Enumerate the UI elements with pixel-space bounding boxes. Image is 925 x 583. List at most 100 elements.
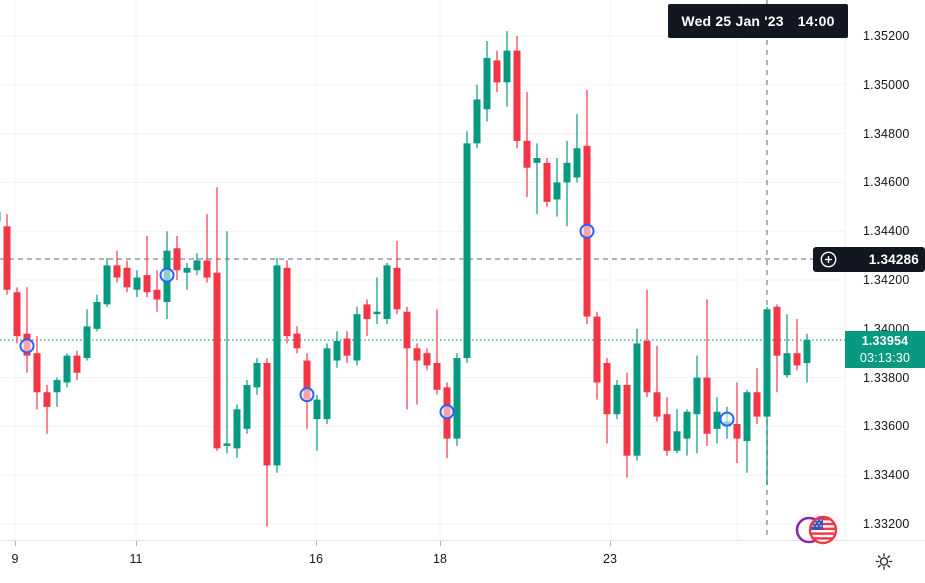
time-axis-label: 11 (129, 552, 143, 566)
candle (333, 331, 341, 368)
candle (413, 343, 421, 405)
candle (583, 89, 591, 324)
bar-countdown: 03:13:30 (859, 350, 911, 365)
candle (23, 287, 31, 373)
time-axis[interactable]: 9 11 16 18 23 (0, 540, 925, 583)
us-flag-icon (808, 515, 838, 545)
candle (663, 397, 671, 456)
candle (293, 326, 301, 354)
candle (503, 31, 511, 107)
price-axis-label: 1.34200 (863, 273, 910, 287)
candle (603, 358, 611, 444)
candle (123, 260, 131, 293)
candle (103, 258, 111, 307)
candle (773, 304, 781, 393)
current-price-badge: 1.33954 03:13:30 (845, 331, 925, 369)
candle (3, 214, 11, 295)
candle (313, 394, 321, 451)
crosshair-date: Wed 25 Jan '23 (681, 13, 784, 29)
candle (493, 50, 501, 93)
candle (593, 311, 601, 400)
candle (443, 382, 451, 459)
candlestick-chart[interactable] (0, 0, 845, 540)
candle (73, 350, 81, 381)
order-marker[interactable] (579, 223, 595, 239)
alert-price-value: 1.34286 (868, 251, 919, 267)
price-chart-pane[interactable] (0, 0, 845, 540)
time-axis-label: 9 (11, 552, 19, 566)
price-axis-label: 1.33400 (863, 468, 910, 483)
candle (513, 36, 521, 149)
candle (13, 287, 21, 344)
candle (273, 258, 281, 473)
order-marker[interactable] (19, 338, 35, 354)
price-axis-label: 1.33200 (863, 517, 910, 531)
axis-settings-button[interactable] (869, 546, 899, 576)
candle (783, 314, 791, 378)
candle (283, 260, 291, 344)
candle (0, 211, 1, 222)
candle (53, 377, 61, 407)
candle (43, 384, 51, 434)
candle (83, 309, 91, 361)
candle (743, 389, 751, 473)
candle (193, 253, 201, 276)
candle (343, 331, 351, 363)
candle (673, 409, 681, 454)
candle (733, 382, 741, 463)
candle (613, 380, 621, 420)
candle (363, 299, 371, 337)
candle (383, 262, 391, 324)
candle (703, 299, 711, 446)
candle (713, 397, 721, 444)
crosshair-time-badge: Wed 25 Jan '23 14:00 (668, 4, 848, 38)
alert-price-badge[interactable]: 1.34286 (813, 246, 925, 272)
order-marker[interactable] (439, 404, 455, 420)
candle (33, 336, 41, 410)
candle (483, 40, 491, 122)
candle (763, 306, 771, 485)
candle (453, 353, 461, 446)
time-axis-tick (610, 541, 611, 546)
candle (633, 328, 641, 461)
candle (403, 306, 411, 410)
candle (263, 358, 271, 527)
candle (353, 306, 361, 366)
candle (423, 348, 431, 371)
candle (233, 404, 241, 459)
candle (253, 358, 261, 395)
time-axis-label: 16 (309, 552, 323, 566)
candle (243, 380, 251, 434)
price-axis-label: 1.34800 (863, 126, 910, 141)
time-axis-tick (15, 541, 16, 546)
currency-pair-logo (795, 515, 838, 545)
candle (433, 309, 441, 395)
candle (393, 240, 401, 315)
order-marker[interactable] (299, 387, 315, 403)
candle (183, 262, 191, 290)
candle (463, 131, 471, 363)
candle (543, 158, 551, 207)
candle (213, 187, 221, 451)
candle (683, 409, 691, 456)
candle (533, 143, 541, 215)
candle (803, 333, 811, 383)
candle (223, 231, 231, 454)
candle (523, 92, 531, 198)
price-axis-label: 1.33800 (863, 370, 910, 385)
order-marker[interactable] (719, 411, 735, 427)
candle (643, 289, 651, 398)
candle (693, 355, 701, 454)
candle (373, 277, 381, 324)
price-axis-label: 1.34400 (863, 224, 910, 239)
candle (563, 140, 571, 227)
price-axis-label: 1.33600 (863, 419, 910, 434)
candle (753, 367, 761, 424)
candle (153, 270, 161, 312)
order-marker[interactable] (159, 267, 175, 283)
crosshair-time: 14:00 (797, 13, 835, 29)
time-axis-tick (440, 541, 441, 546)
candle (573, 114, 581, 183)
time-axis-tick (316, 541, 317, 546)
